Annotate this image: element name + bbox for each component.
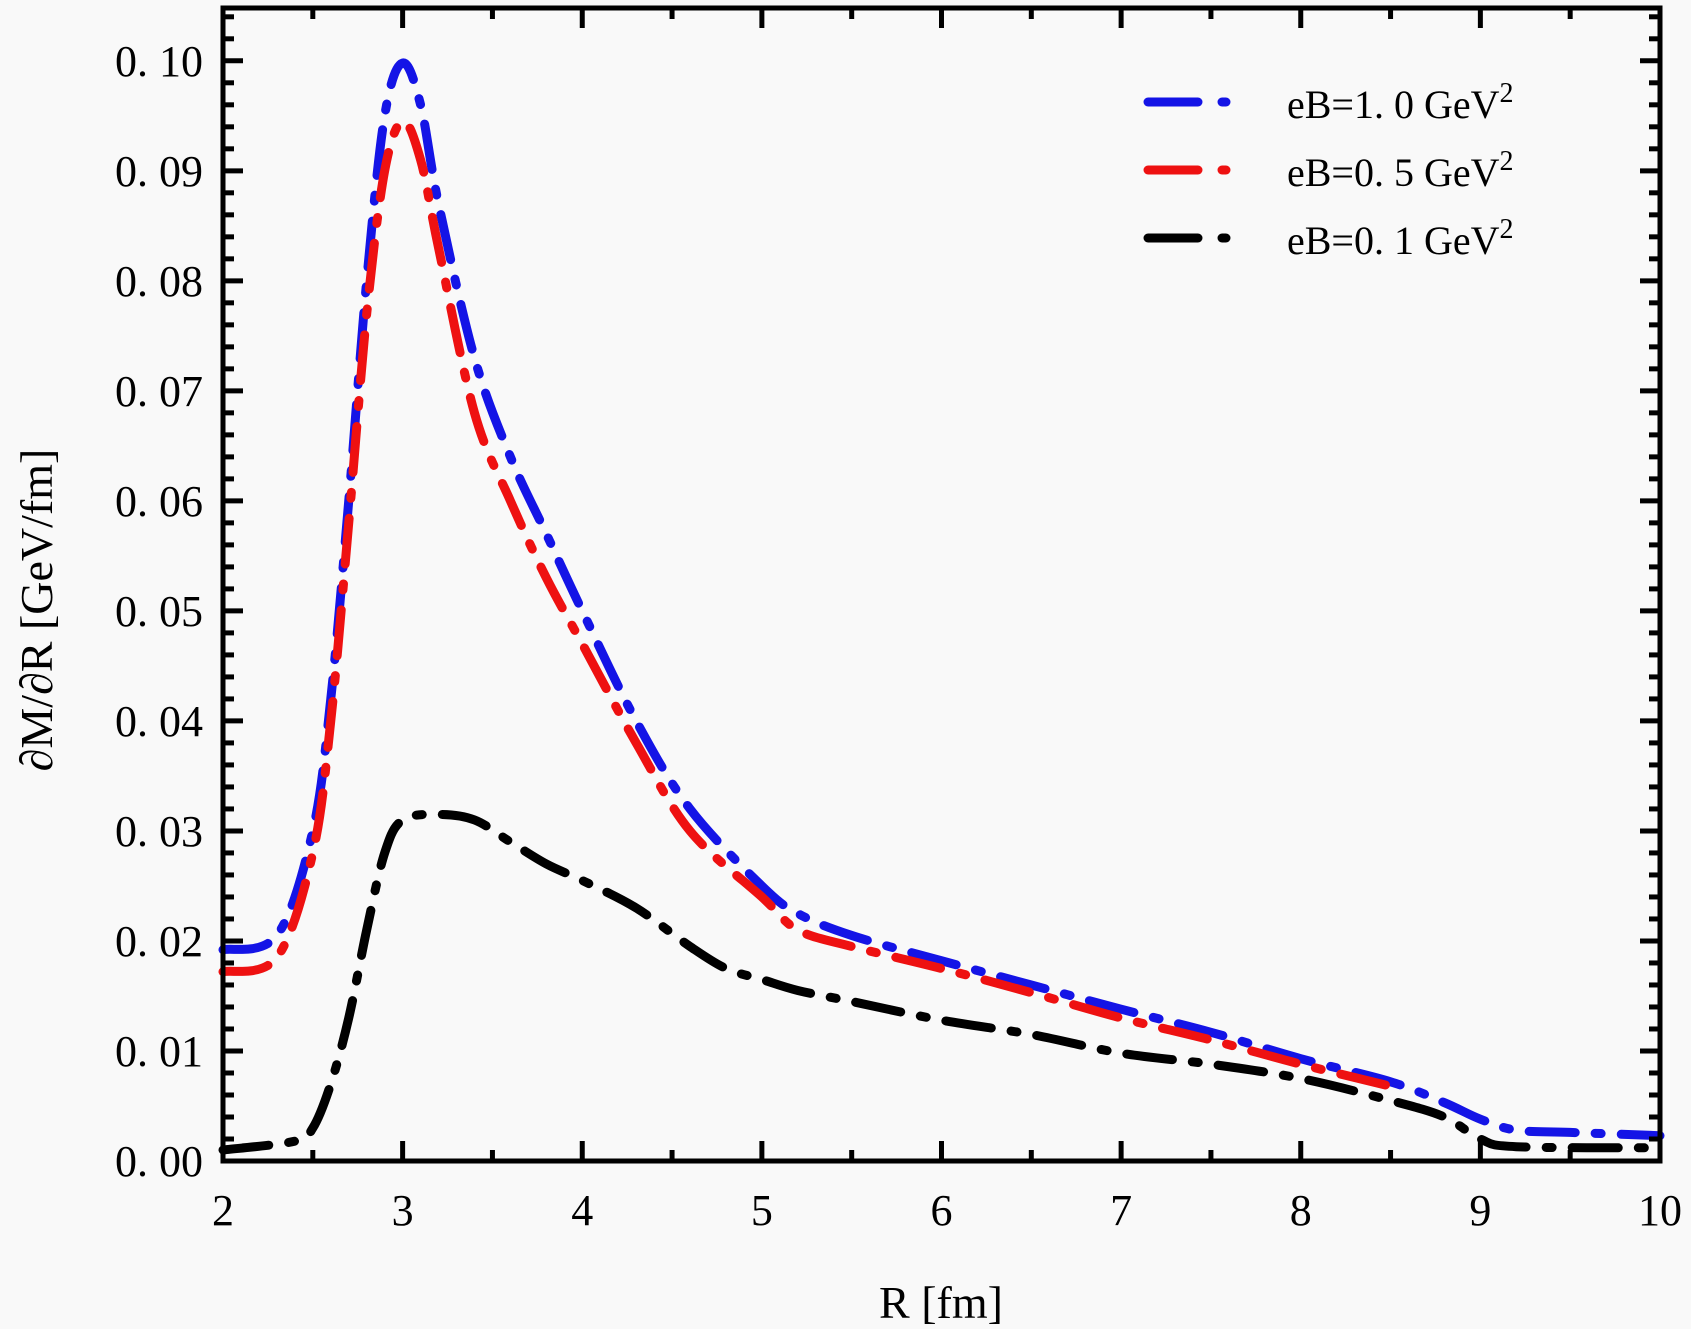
x-tick-label: 4 <box>571 1186 593 1235</box>
y-tick-label: 0. 01 <box>115 1027 203 1076</box>
legend-label-text: eB=0. 5 GeV <box>1287 150 1500 195</box>
y-tick-label: 0. 05 <box>115 587 203 636</box>
series-lines <box>218 58 1665 1155</box>
y-tick-label: 0. 03 <box>115 807 203 856</box>
x-axis-label: R [fm] <box>879 1277 1003 1328</box>
y-tick-label: 0. 04 <box>115 697 203 746</box>
x-tick-label: 6 <box>931 1186 953 1235</box>
x-tick-label: 8 <box>1290 1186 1312 1235</box>
y-axis-label: ∂M/∂R [GeV/fm] <box>11 449 62 772</box>
x-tick-label: 9 <box>1469 1186 1491 1235</box>
series-line-1 <box>218 116 1396 1091</box>
legend-label-text: eB=0. 1 GeV <box>1287 218 1500 263</box>
axes: 2 3 4 5 6 7 8 9 10 0. 00 0. 01 0. 02 0. 03 0. 04 0. 05… <box>115 5 1682 1235</box>
legend-label: eB=0. 1 GeV2 <box>1287 214 1514 263</box>
y-tick-label: 0. 10 <box>115 37 203 86</box>
y-tick-label: 0. 06 <box>115 477 203 526</box>
legend-label: eB=1. 0 GeV2 <box>1287 78 1514 127</box>
x-tick-label: 10 <box>1638 1186 1682 1235</box>
legend-label-superscript: 2 <box>1500 214 1514 245</box>
x-tick-label: 5 <box>751 1186 773 1235</box>
x-tick-label: 3 <box>392 1186 414 1235</box>
y-tick-label: 0. 08 <box>115 257 203 306</box>
x-tick-label: 2 <box>212 1186 234 1235</box>
y-tick-label: 0. 02 <box>115 917 203 966</box>
y-tick-label: 0. 00 <box>115 1137 203 1186</box>
y-tick-label: 0. 07 <box>115 367 203 416</box>
legend-label-text: eB=1. 0 GeV <box>1287 82 1500 127</box>
legend-label-superscript: 2 <box>1500 146 1514 177</box>
y-tick-label: 0. 09 <box>115 147 203 196</box>
legend-label-superscript: 2 <box>1500 78 1514 109</box>
legend-label: eB=0. 5 GeV2 <box>1287 146 1514 195</box>
series-line-2 <box>218 809 1665 1155</box>
x-tick-label: 7 <box>1110 1186 1132 1235</box>
